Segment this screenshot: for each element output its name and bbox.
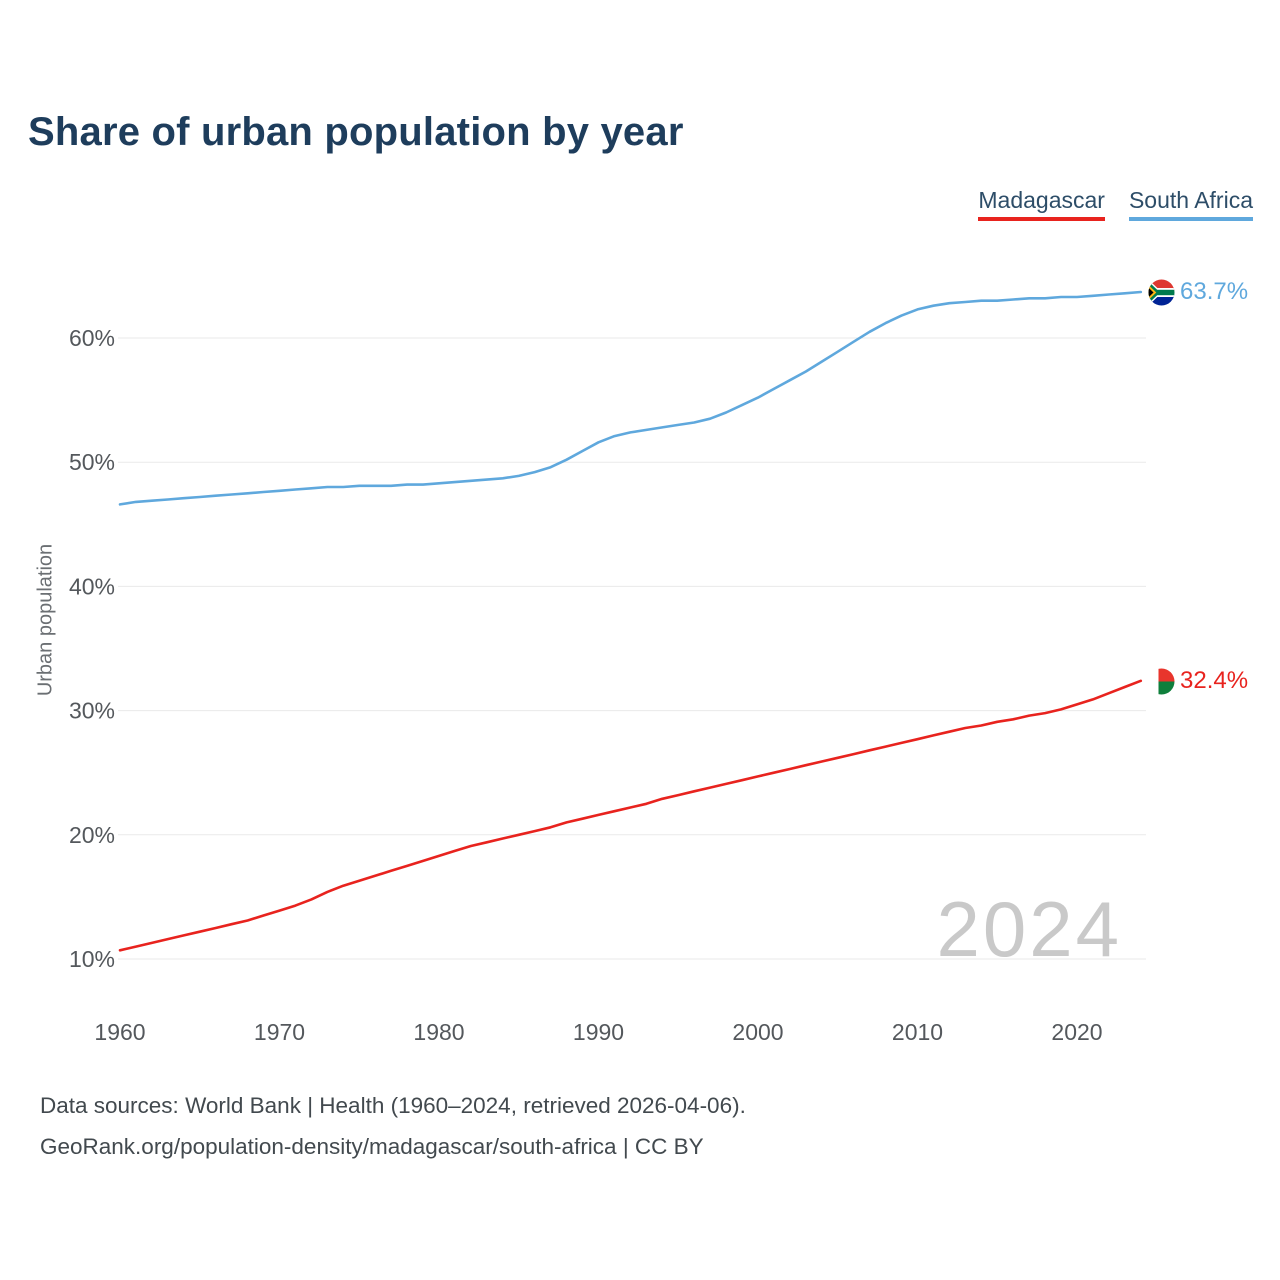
x-tick-label: 2000 <box>732 1019 783 1045</box>
x-tick-label: 1960 <box>94 1019 145 1045</box>
legend-label-south-africa: South Africa <box>1128 187 1253 213</box>
footer-data-sources: Data sources: World Bank | Health (1960–… <box>40 1093 746 1118</box>
x-tick-label: 1980 <box>413 1019 464 1045</box>
x-tick-label: 1990 <box>573 1019 624 1045</box>
footer-attribution: GeoRank.org/population-density/madagasca… <box>40 1133 704 1159</box>
y-tick-label: 30% <box>69 698 115 724</box>
legend-label-madagascar: Madagascar <box>978 187 1105 213</box>
page-title: Share of urban population by year <box>28 110 684 154</box>
x-tick-label: 2010 <box>892 1019 943 1045</box>
series-line-south-africa <box>118 290 1143 506</box>
x-tick-label: 2020 <box>1051 1019 1102 1045</box>
legend-item-madagascar[interactable]: Madagascar <box>978 187 1105 221</box>
y-axis-title: Urban population <box>34 543 57 697</box>
madagascar-end-label: 32.4% <box>1148 667 1248 695</box>
series-line-madagascar <box>118 679 1143 952</box>
y-tick-label: 10% <box>69 946 115 972</box>
x-tick-label: 1970 <box>254 1019 305 1045</box>
madagascar-latest-value: 32.4% <box>1180 667 1249 694</box>
y-tick-label: 50% <box>69 449 115 475</box>
south-africa-end-label: 63.7% <box>1148 278 1248 306</box>
footer: Data sources: World Bank | Health (1960–… <box>40 1086 746 1167</box>
y-tick-label: 20% <box>69 822 115 848</box>
watermark-year: 2024 <box>936 885 1122 973</box>
chart-legend: Madagascar South Africa <box>978 187 1253 221</box>
south-africa-latest-value: 63.7% <box>1180 278 1249 305</box>
legend-item-south-africa[interactable]: South Africa <box>1128 187 1253 221</box>
y-tick-label: 40% <box>69 573 115 599</box>
y-tick-label: 60% <box>69 325 115 351</box>
madagascar-flag-icon <box>1148 668 1175 694</box>
south-africa-flag-icon <box>1148 279 1175 305</box>
